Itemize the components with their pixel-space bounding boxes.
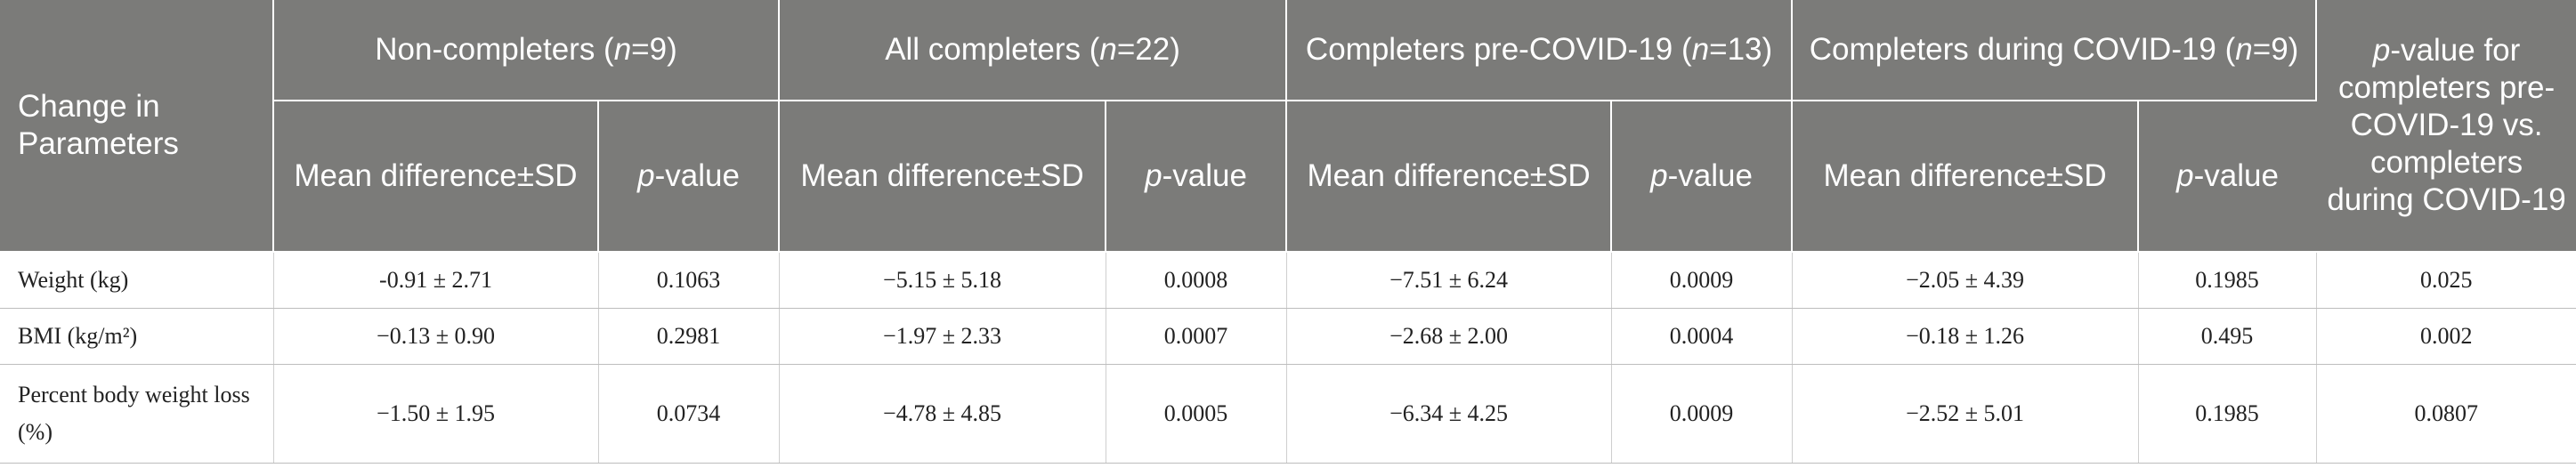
p-value-header: p-value (598, 101, 781, 253)
value-cell: −6.34 ± 4.25 (1286, 364, 1612, 464)
group-header-non-completers: Non-completers (n=9) (273, 0, 781, 101)
value-cell: 0.0005 (1106, 364, 1287, 464)
value-cell: 0.025 (2316, 252, 2576, 309)
header-row-groups: Change in Parameters Non-completers (n=9… (0, 0, 2576, 253)
value-cell: −4.78 ± 4.85 (779, 364, 1106, 464)
mean-difference-header: Mean difference±SD (1792, 101, 2140, 253)
header-row-subcolumns: Mean difference±SD p-value Mean differen… (0, 101, 2576, 253)
value-cell: 0.0007 (1106, 308, 1287, 365)
mean-difference-header: Mean difference±SD (779, 101, 1107, 253)
mean-difference-header: Mean difference±SD (273, 101, 599, 253)
p-value-header: p-value (2138, 101, 2317, 253)
table-row: Percent body weight loss (%) −1.50 ± 1.9… (0, 364, 2576, 464)
value-cell: 0.0009 (1611, 252, 1793, 309)
results-table: Change in Parameters Non-completers (n=9… (0, 0, 2576, 464)
value-cell: 0.0004 (1611, 308, 1793, 365)
value-cell: −2.68 ± 2.00 (1286, 308, 1612, 365)
value-cell: 0.1063 (598, 252, 780, 309)
p-value-header: p-value (1106, 101, 1288, 253)
row-label-header: Change in Parameters (0, 0, 274, 253)
p-value-header: p-value (1611, 101, 1794, 253)
value-cell: −1.50 ± 1.95 (273, 364, 599, 464)
group-header-completers-pre-covid: Completers pre-COVID-19 (n=13) (1286, 0, 1794, 101)
value-cell: −0.13 ± 0.90 (273, 308, 599, 365)
value-cell: 0.2981 (598, 308, 780, 365)
value-cell: 0.1985 (2138, 364, 2317, 464)
value-cell: 0.0009 (1611, 364, 1793, 464)
table-row: BMI (kg/m²) −0.13 ± 0.90 0.2981 −1.97 ± … (0, 308, 2576, 365)
value-cell: 0.0734 (598, 364, 780, 464)
parameter-cell: Weight (kg) (0, 252, 274, 309)
value-cell: 0.0807 (2316, 364, 2576, 464)
mean-difference-header: Mean difference±SD (1286, 101, 1613, 253)
value-cell: −1.97 ± 2.33 (779, 308, 1106, 365)
value-cell: 0.002 (2316, 308, 2576, 365)
table-row: Weight (kg) -0.91 ± 2.71 0.1063 −5.15 ± … (0, 252, 2576, 309)
value-cell: −7.51 ± 6.24 (1286, 252, 1612, 309)
value-cell: −0.18 ± 1.26 (1792, 308, 2139, 365)
value-cell: 0.0008 (1106, 252, 1287, 309)
value-cell: −2.52 ± 5.01 (1792, 364, 2139, 464)
value-cell: 0.1985 (2138, 252, 2317, 309)
value-cell: −2.05 ± 4.39 (1792, 252, 2139, 309)
value-cell: −5.15 ± 5.18 (779, 252, 1106, 309)
value-cell: 0.495 (2138, 308, 2317, 365)
group-header-all-completers: All completers (n=22) (779, 0, 1288, 101)
comparison-p-value-header: p-value for completers pre-COVID-19 vs. … (2316, 0, 2576, 253)
value-cell: -0.91 ± 2.71 (273, 252, 599, 309)
group-header-completers-during-covid: Completers during COVID-19 (n=9) (1792, 0, 2318, 101)
parameter-cell: BMI (kg/m²) (0, 308, 274, 365)
parameter-cell: Percent body weight loss (%) (0, 364, 274, 464)
